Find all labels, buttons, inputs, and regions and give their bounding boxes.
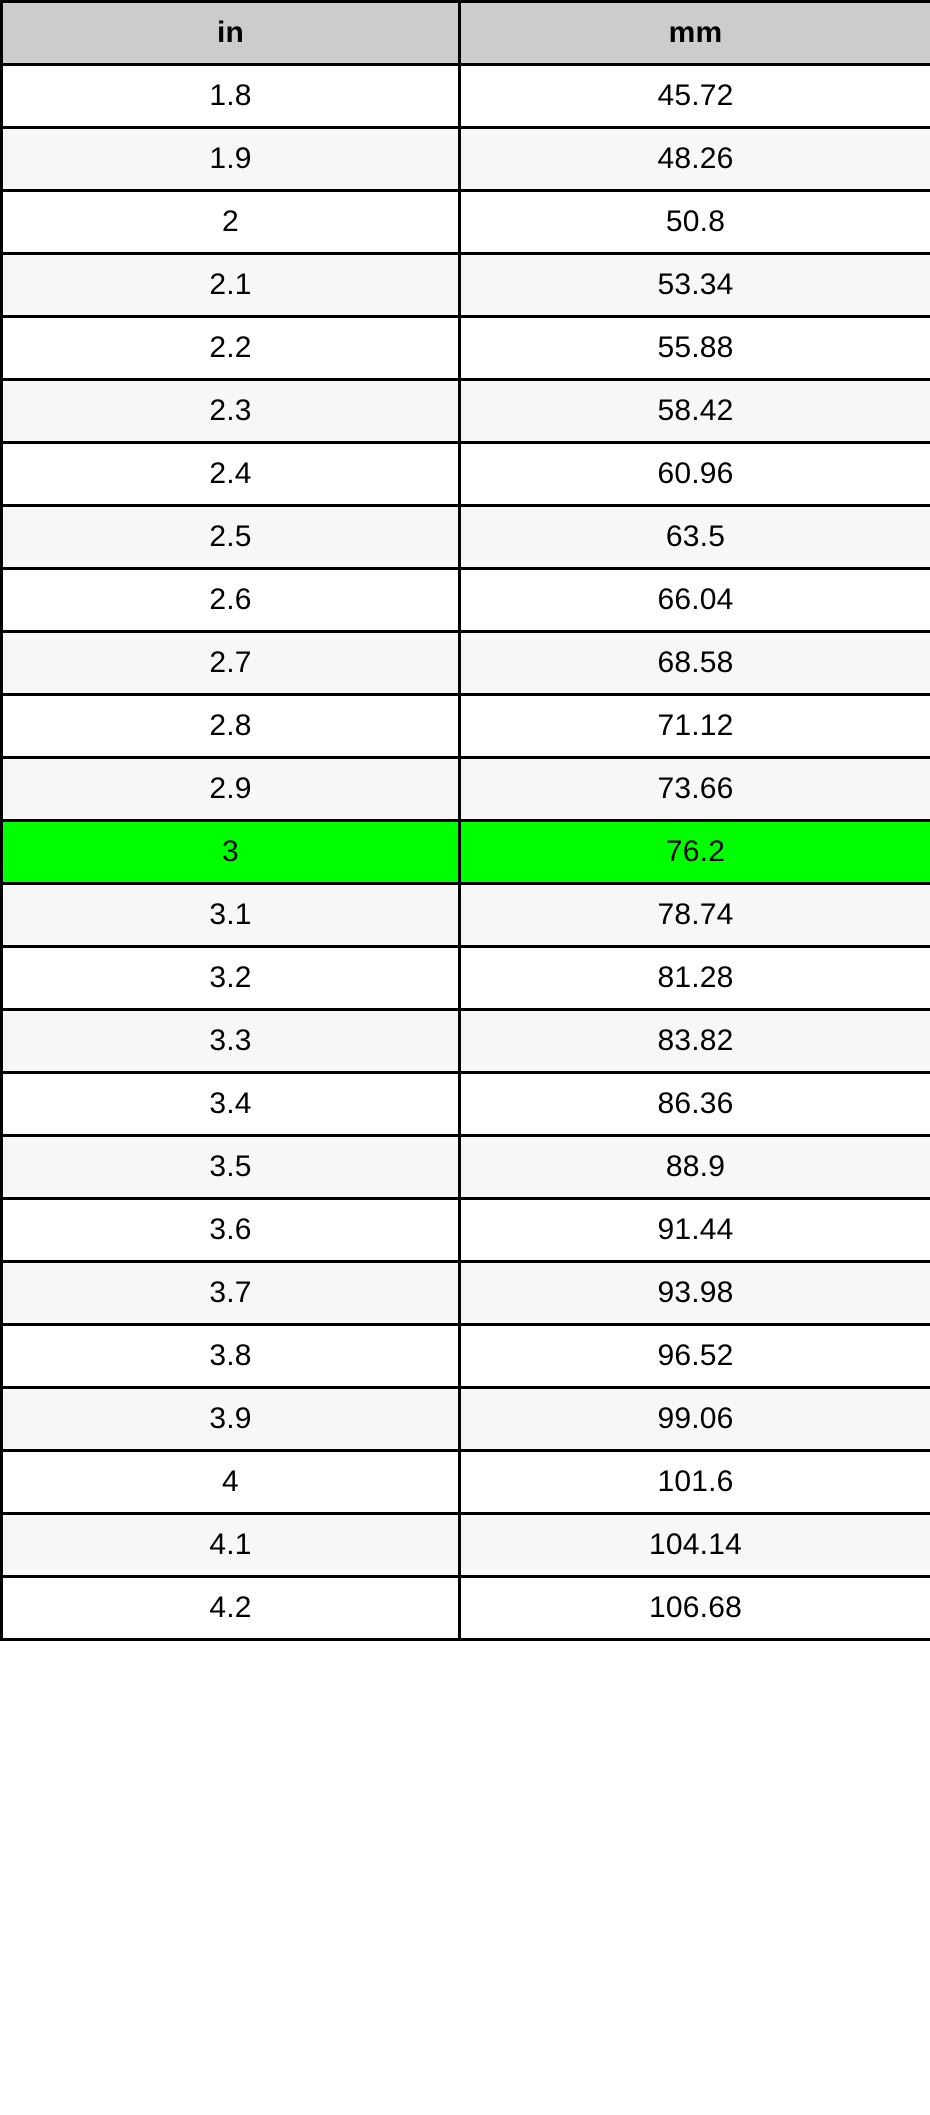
cell-mm: 73.66 (458, 756, 930, 822)
cell-mm: 83.82 (458, 1008, 930, 1074)
cell-in: 2.5 (0, 504, 461, 570)
cell-mm: 106.68 (458, 1575, 930, 1641)
table-row: 2.6 66.04 (0, 567, 930, 633)
cell-in: 2.3 (0, 378, 461, 444)
cell-mm: 93.98 (458, 1260, 930, 1326)
table-row: 1.8 45.72 (0, 63, 930, 129)
table-row: 2.1 53.34 (0, 252, 930, 318)
cell-in: 2.7 (0, 630, 461, 696)
cell-mm: 66.04 (458, 567, 930, 633)
cell-mm: 50.8 (458, 189, 930, 255)
cell-mm: 58.42 (458, 378, 930, 444)
cell-in: 3.3 (0, 1008, 461, 1074)
cell-mm: 48.26 (458, 126, 930, 192)
cell-mm: 81.28 (458, 945, 930, 1011)
table-header-row: in mm (0, 0, 930, 66)
table-row: 2.9 73.66 (0, 756, 930, 822)
table-row: 3.1 78.74 (0, 882, 930, 948)
cell-mm: 53.34 (458, 252, 930, 318)
table-row: 4 101.6 (0, 1449, 930, 1515)
cell-in: 2.4 (0, 441, 461, 507)
cell-mm: 86.36 (458, 1071, 930, 1137)
table-row: 2.7 68.58 (0, 630, 930, 696)
cell-in: 3.1 (0, 882, 461, 948)
table-row: 2.8 71.12 (0, 693, 930, 759)
table-row: 3.2 81.28 (0, 945, 930, 1011)
table-row: 3.6 91.44 (0, 1197, 930, 1263)
table-row: 2.2 55.88 (0, 315, 930, 381)
cell-mm: 60.96 (458, 441, 930, 507)
cell-in: 3 (0, 819, 461, 885)
table-header: in mm (0, 0, 930, 66)
inches-to-millimeters-conversion-table: in mm 1.8 45.72 1.9 48.26 2 50.8 2.1 53.34 2.2 55… (0, 0, 930, 1641)
cell-in: 1.9 (0, 126, 461, 192)
table-row: 3.8 96.52 (0, 1323, 930, 1389)
table-row: 3.3 83.82 (0, 1008, 930, 1074)
table-row: 2.5 63.5 (0, 504, 930, 570)
cell-in: 2.2 (0, 315, 461, 381)
cell-mm: 71.12 (458, 693, 930, 759)
table-row: 3.7 93.98 (0, 1260, 930, 1326)
cell-mm: 91.44 (458, 1197, 930, 1263)
cell-mm: 88.9 (458, 1134, 930, 1200)
table-row: 3.9 99.06 (0, 1386, 930, 1452)
cell-mm: 55.88 (458, 315, 930, 381)
cell-mm: 104.14 (458, 1512, 930, 1578)
cell-mm: 76.2 (458, 819, 930, 885)
table-row: 2 50.8 (0, 189, 930, 255)
column-header-in: in (0, 0, 461, 66)
table-row: 4.2 106.68 (0, 1575, 930, 1641)
cell-mm: 99.06 (458, 1386, 930, 1452)
cell-mm: 101.6 (458, 1449, 930, 1515)
column-header-mm: mm (458, 0, 930, 66)
cell-mm: 63.5 (458, 504, 930, 570)
cell-mm: 68.58 (458, 630, 930, 696)
cell-in: 3.2 (0, 945, 461, 1011)
table-row: 1.9 48.26 (0, 126, 930, 192)
cell-in: 4 (0, 1449, 461, 1515)
table-row: 2.4 60.96 (0, 441, 930, 507)
cell-in: 3.9 (0, 1386, 461, 1452)
cell-in: 3.5 (0, 1134, 461, 1200)
cell-mm: 45.72 (458, 63, 930, 129)
table-row: 3.4 86.36 (0, 1071, 930, 1137)
cell-in: 3.4 (0, 1071, 461, 1137)
cell-in: 3.8 (0, 1323, 461, 1389)
table-row: 3.5 88.9 (0, 1134, 930, 1200)
cell-mm: 78.74 (458, 882, 930, 948)
table-row-highlighted: 3 76.2 (0, 819, 930, 885)
cell-in: 3.6 (0, 1197, 461, 1263)
cell-in: 4.2 (0, 1575, 461, 1641)
cell-in: 1.8 (0, 63, 461, 129)
table-row: 4.1 104.14 (0, 1512, 930, 1578)
cell-in: 2.9 (0, 756, 461, 822)
cell-in: 2.1 (0, 252, 461, 318)
cell-in: 4.1 (0, 1512, 461, 1578)
cell-in: 2.6 (0, 567, 461, 633)
cell-in: 3.7 (0, 1260, 461, 1326)
table-body: 1.8 45.72 1.9 48.26 2 50.8 2.1 53.34 2.2 55.88 2.3… (0, 63, 930, 1641)
cell-in: 2 (0, 189, 461, 255)
table-row: 2.3 58.42 (0, 378, 930, 444)
cell-mm: 96.52 (458, 1323, 930, 1389)
cell-in: 2.8 (0, 693, 461, 759)
